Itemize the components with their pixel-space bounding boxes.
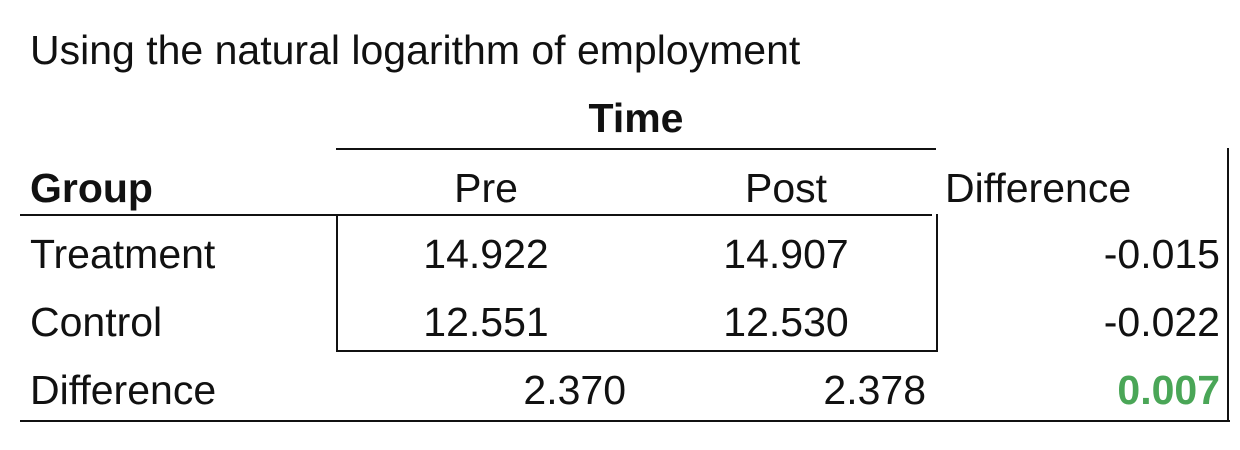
post-header: Post xyxy=(744,165,828,211)
cell-treatment-post: 14.907 xyxy=(723,231,849,277)
table-title: Using the natural logarithm of employmen… xyxy=(30,27,801,73)
values-box xyxy=(336,214,938,352)
right-border xyxy=(1227,148,1229,422)
cell-control-post: 12.530 xyxy=(723,299,849,345)
header-rule xyxy=(20,214,932,216)
time-header-rule xyxy=(336,148,936,150)
row-label-treatment: Treatment xyxy=(30,231,216,277)
cell-difference-post: 2.378 xyxy=(823,367,926,413)
row-label-difference: Difference xyxy=(30,367,217,413)
cell-control-difference: -0.022 xyxy=(1103,299,1220,345)
cell-control-pre: 12.551 xyxy=(423,299,549,345)
cell-treatment-pre: 14.922 xyxy=(423,231,549,277)
time-header: Time xyxy=(588,95,684,141)
row-label-control: Control xyxy=(30,299,163,345)
pre-header: Pre xyxy=(454,165,518,211)
bottom-rule xyxy=(20,420,1230,422)
group-header: Group xyxy=(30,165,153,211)
cell-difference-in-differences: 0.007 xyxy=(1117,367,1220,413)
cell-treatment-difference: -0.015 xyxy=(1103,231,1220,277)
difference-header: Difference xyxy=(945,165,1132,211)
cell-difference-pre: 2.370 xyxy=(523,367,626,413)
